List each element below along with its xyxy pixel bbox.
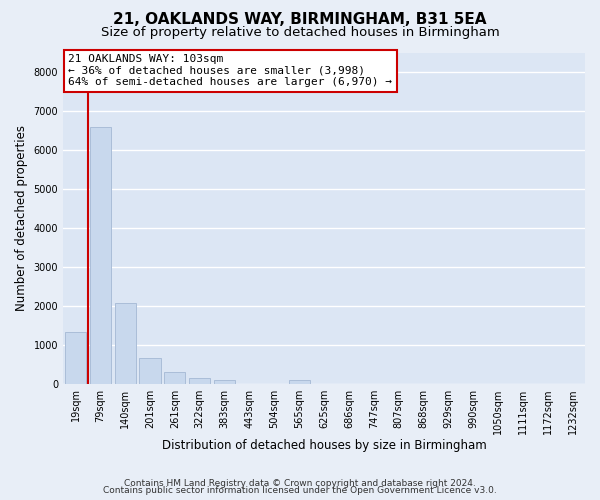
Text: Contains public sector information licensed under the Open Government Licence v3: Contains public sector information licen…: [103, 486, 497, 495]
Bar: [115, 302, 136, 384]
Text: Contains HM Land Registry data © Crown copyright and database right 2024.: Contains HM Land Registry data © Crown c…: [124, 478, 476, 488]
Bar: [65, 332, 86, 384]
Bar: [289, 380, 310, 384]
Bar: [189, 378, 211, 384]
Text: 21, OAKLANDS WAY, BIRMINGHAM, B31 5EA: 21, OAKLANDS WAY, BIRMINGHAM, B31 5EA: [113, 12, 487, 28]
Text: Size of property relative to detached houses in Birmingham: Size of property relative to detached ho…: [101, 26, 499, 39]
X-axis label: Distribution of detached houses by size in Birmingham: Distribution of detached houses by size …: [161, 440, 487, 452]
Bar: [164, 372, 185, 384]
Y-axis label: Number of detached properties: Number of detached properties: [15, 125, 28, 311]
Bar: [90, 128, 111, 384]
Bar: [214, 380, 235, 384]
Bar: [139, 358, 161, 384]
Text: 21 OAKLANDS WAY: 103sqm
← 36% of detached houses are smaller (3,998)
64% of semi: 21 OAKLANDS WAY: 103sqm ← 36% of detache…: [68, 54, 392, 88]
